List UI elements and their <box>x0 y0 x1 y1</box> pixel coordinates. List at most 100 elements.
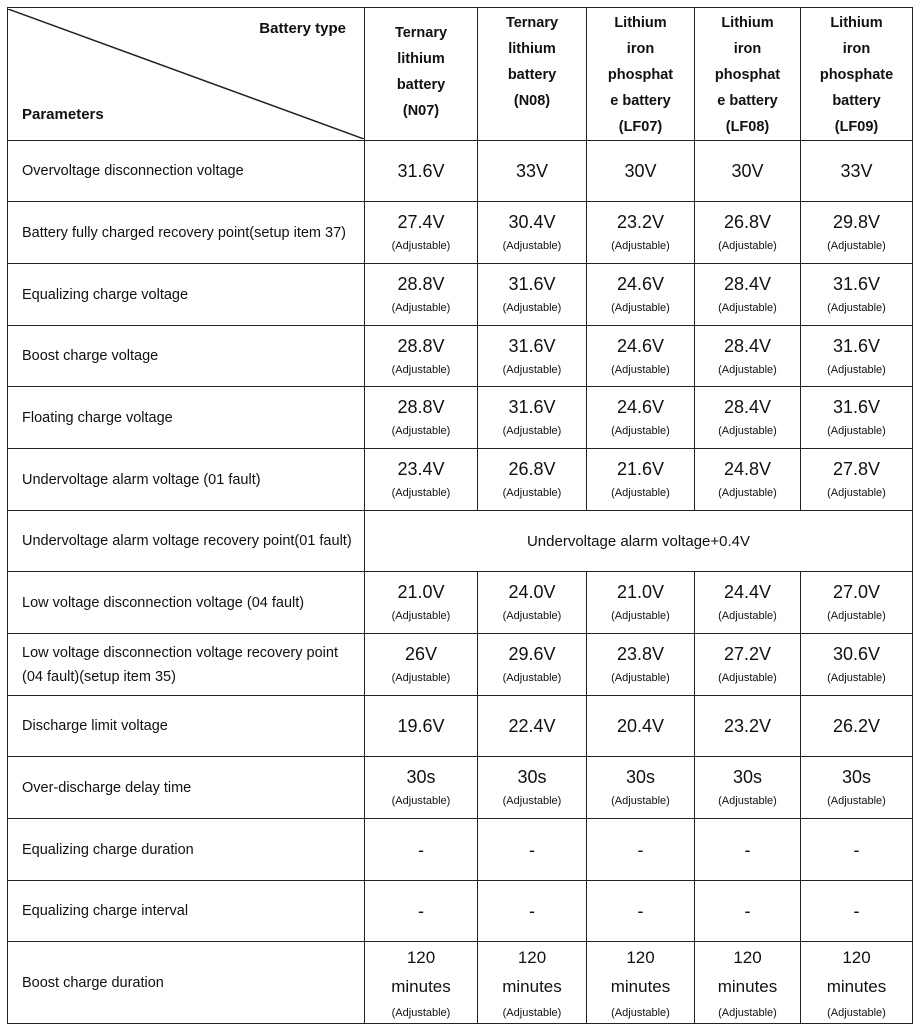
adjustable-note: (Adjustable) <box>611 363 670 376</box>
adjustable-note: (Adjustable) <box>827 610 886 622</box>
table-row: Floating charge voltage 28.8V (Adjustable)… <box>7 386 913 449</box>
adjustable-note: (Adjustable) <box>502 363 562 376</box>
parameter-name: Floating charge voltage <box>7 386 365 449</box>
parameters-label: Parameters <box>22 106 104 123</box>
value-text: 30s <box>406 767 436 787</box>
value-text: 31.6V <box>397 161 445 181</box>
column-header-line: (N07) <box>402 103 440 119</box>
value-text: 120 minutes <box>391 948 451 996</box>
column-header-line: (N08) <box>513 93 551 109</box>
column-header-line: (LF09) <box>834 119 879 135</box>
value-cell: 29.8V (Adjustable) <box>800 201 913 264</box>
value-text: 31.6V <box>832 397 881 417</box>
value-text: 28.8V <box>397 335 445 356</box>
adjustable-note: (Adjustable) <box>391 795 451 807</box>
value-cell: 31.6V (Adjustable) <box>477 386 587 449</box>
table-row: Undervoltage alarm voltage recovery poin… <box>7 510 913 572</box>
value-text: 31.6V <box>832 274 881 294</box>
value-cell: 23.2V <box>694 695 801 757</box>
table-row: Overvoltage disconnection voltage 31.6V 33… <box>7 140 913 202</box>
parameter-name: Equalizing charge duration <box>7 818 365 881</box>
adjustable-note: (Adjustable) <box>718 240 777 252</box>
value-cell: 33V <box>477 140 587 202</box>
value-text: 30s <box>841 767 872 787</box>
value-cell: - <box>586 818 695 881</box>
value-text: 21.0V <box>616 582 665 602</box>
adjustable-note: (Adjustable) <box>391 1007 451 1019</box>
value-text: 31.6V <box>508 274 556 294</box>
value-cell: 21.0V (Adjustable) <box>586 571 695 634</box>
value-text: 30V <box>624 161 657 181</box>
column-header-line: battery <box>507 67 557 83</box>
value-cell: 22.4V <box>477 695 587 757</box>
adjustable-note: (Adjustable) <box>391 487 451 499</box>
value-cell: 28.4V (Adjustable) <box>694 386 801 449</box>
column-header-line: lithium <box>508 41 556 57</box>
adjustable-note: (Adjustable) <box>502 610 562 622</box>
column-header-line: Lithium <box>721 15 774 31</box>
adjustable-note: (Adjustable) <box>502 795 562 807</box>
value-cell: 31.6V (Adjustable) <box>800 263 913 326</box>
adjustable-note: (Adjustable) <box>391 240 451 252</box>
value-text: 120 minutes <box>717 948 778 996</box>
battery-parameters-table: Battery type Parameters Ternary lithium ba… <box>7 7 913 1024</box>
value-cell: - <box>364 880 478 942</box>
value-cell: 26V (Adjustable) <box>364 633 478 696</box>
adjustable-note: (Adjustable) <box>718 363 777 376</box>
value-cell: 27.0V (Adjustable) <box>800 571 913 634</box>
column-header-2: Lithium iron phosphat e battery (LF07) <box>586 7 695 141</box>
value-cell: 24.6V (Adjustable) <box>586 386 695 449</box>
value-text: 28.4V <box>723 397 772 417</box>
value-text: 24.0V <box>508 582 556 602</box>
parameter-name: Undervoltage alarm voltage (01 fault) <box>7 448 365 511</box>
adjustable-note: (Adjustable) <box>391 425 451 437</box>
adjustable-note: (Adjustable) <box>827 363 886 376</box>
column-header-line: lithium <box>397 51 445 67</box>
value-cell: 26.2V <box>800 695 913 757</box>
value-text: - <box>418 901 424 921</box>
adjustable-note: (Adjustable) <box>611 610 670 622</box>
value-text: 30.6V <box>832 644 881 664</box>
adjustable-note: (Adjustable) <box>611 302 670 314</box>
value-text: - <box>744 901 751 921</box>
value-text: 27.2V <box>723 644 772 664</box>
value-text: 27.4V <box>397 212 445 232</box>
value-text: 26.2V <box>832 716 881 736</box>
value-cell: 23.2V (Adjustable) <box>586 201 695 264</box>
value-cell: - <box>477 880 587 942</box>
value-cell: - <box>694 818 801 881</box>
adjustable-note: (Adjustable) <box>391 610 451 622</box>
value-text: 31.6V <box>832 335 881 356</box>
value-cell: 31.6V (Adjustable) <box>477 325 587 387</box>
value-cell: 23.8V (Adjustable) <box>586 633 695 696</box>
value-text: 23.4V <box>397 459 445 479</box>
value-cell: 30V <box>694 140 801 202</box>
parameter-name: Undervoltage alarm voltage recovery poin… <box>7 510 365 572</box>
value-cell: 33V <box>800 140 913 202</box>
value-cell: 24.6V (Adjustable) <box>586 263 695 326</box>
column-header-line: iron <box>842 41 871 57</box>
value-text: 28.4V <box>723 335 772 356</box>
value-text: 24.4V <box>723 582 772 602</box>
column-header-line: battery <box>832 93 881 109</box>
column-header-4: Lithium iron phosphate battery (LF09) <box>800 7 913 141</box>
parameter-name: Discharge limit voltage <box>7 695 365 757</box>
value-text: 21.6V <box>616 459 665 479</box>
value-cell: 24.8V (Adjustable) <box>694 448 801 511</box>
value-cell: 27.2V (Adjustable) <box>694 633 801 696</box>
table-row: Equalizing charge voltage 28.8V (Adjustabl… <box>7 263 913 326</box>
adjustable-note: (Adjustable) <box>502 487 562 499</box>
value-cell: 21.6V (Adjustable) <box>586 448 695 511</box>
column-header-0: Ternary lithium battery (N07) <box>364 7 478 141</box>
value-text: - <box>637 839 644 860</box>
value-text: 20.4V <box>616 716 665 736</box>
parameter-name: Equalizing charge voltage <box>7 263 365 326</box>
column-header-line: Lithium <box>614 15 667 31</box>
value-cell: 31.6V (Adjustable) <box>800 386 913 449</box>
value-text: 31.6V <box>508 397 556 417</box>
adjustable-note: (Adjustable) <box>611 795 670 807</box>
value-cell: - <box>477 818 587 881</box>
corner-header-cell: Battery type Parameters <box>7 7 365 141</box>
table-row: Low voltage disconnection voltage recove… <box>7 633 913 696</box>
column-header-line: Ternary <box>394 25 448 41</box>
